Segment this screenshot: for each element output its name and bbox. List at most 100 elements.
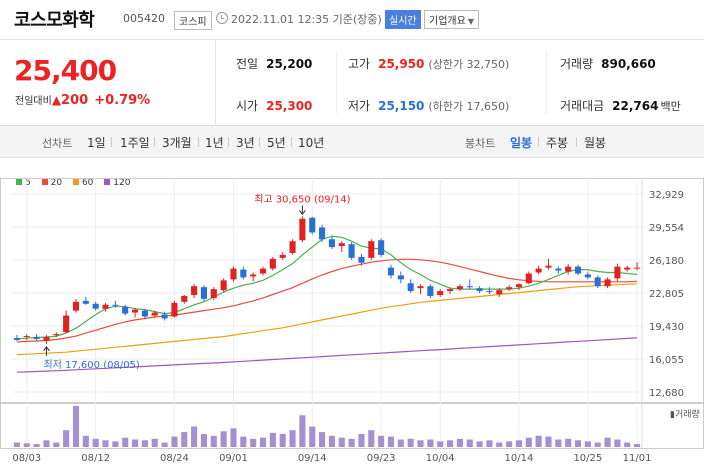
volume-bar: [72, 406, 80, 447]
y-tick-label: 32,929: [649, 190, 684, 201]
volume-bar: [604, 437, 611, 447]
legend-ma20[interactable]: 20: [41, 178, 62, 188]
candles: [13, 216, 641, 344]
candle-chart-label[interactable]: 봉차트: [465, 137, 496, 150]
volume-bar: [417, 440, 424, 447]
amount-item: 거래대금 22,764 백만: [560, 97, 681, 114]
company-overview-button[interactable]: 기업개요 ▼: [424, 10, 479, 29]
candle: [279, 254, 286, 258]
y-tick-label: 12,680: [649, 388, 684, 399]
volume-bar: [515, 440, 523, 447]
x-tick-label: 08/03: [12, 453, 41, 464]
y-tick-label: 29,554: [649, 223, 684, 234]
candle: [53, 334, 60, 336]
volume-bar: [112, 441, 119, 447]
candle: [358, 256, 365, 263]
line-chart-label[interactable]: 선차트: [42, 137, 73, 150]
volume-bar: [594, 442, 601, 447]
volume-bars: [13, 406, 641, 447]
candle: [446, 289, 454, 292]
volume-bar: [43, 440, 50, 447]
period-3y[interactable]: 3년: [236, 136, 255, 150]
candle: [181, 295, 188, 302]
volume-bar: [299, 415, 306, 447]
volume-bar: [446, 440, 454, 447]
prev-close-value: 25,200: [266, 57, 313, 71]
volume-bar: [574, 440, 582, 447]
high-value: 25,950: [378, 57, 425, 71]
candle: [141, 310, 148, 317]
period-1y[interactable]: 1년: [205, 136, 224, 150]
candle: [230, 268, 237, 280]
lower-limit: (하한가 17,650): [428, 100, 510, 113]
volume-bar: [368, 430, 375, 447]
x-tick-label: 09/01: [219, 453, 248, 464]
candle: [584, 274, 591, 278]
candle: [33, 337, 40, 340]
candle: [328, 239, 335, 248]
volume-bar: [358, 433, 365, 447]
candle: [486, 291, 493, 293]
legend-ma60[interactable]: 60: [72, 178, 93, 188]
candle: [515, 284, 523, 288]
period-5y[interactable]: 5년: [267, 136, 286, 150]
period-1w[interactable]: 1주일: [120, 136, 150, 150]
period-weekly[interactable]: 주봉: [546, 136, 569, 150]
legend-label: 120: [113, 178, 131, 188]
volume-bar: [122, 437, 129, 447]
candle: [319, 227, 326, 240]
separator: [111, 137, 112, 147]
separator: [154, 137, 155, 147]
candle: [269, 258, 276, 269]
volume-label: 거래량: [560, 57, 594, 71]
volume-bar: [545, 436, 552, 447]
prev-close-label: 전일: [236, 57, 259, 71]
volume-bar: [328, 435, 335, 447]
volume-bar: [171, 436, 178, 447]
candle: [13, 338, 20, 340]
moving-average-lines: [16, 235, 638, 373]
period-3m[interactable]: 3개월: [162, 136, 192, 150]
volume-bar: [63, 430, 70, 447]
candlestick-chart[interactable]: 32,929 29,554 26,180 22,805 19,430 16,055 12,6…: [0, 158, 704, 473]
candle: [92, 303, 99, 309]
candle: [378, 240, 385, 255]
volume-bar: [348, 438, 355, 447]
volume-bar: [250, 438, 257, 447]
volume-bar: [92, 438, 99, 447]
volume-bar: [535, 435, 542, 447]
realtime-button[interactable]: 실시간: [385, 10, 421, 29]
volume-bar: [200, 433, 208, 447]
volume-bar: [387, 436, 395, 447]
legend-swatch: [41, 179, 48, 185]
volume-bar: [338, 437, 345, 447]
candle: [63, 315, 70, 333]
candle: [210, 289, 217, 298]
candle: [259, 268, 267, 274]
candle: [72, 301, 80, 311]
low-label: 저가: [348, 99, 371, 113]
volume-bar: [151, 438, 158, 447]
candle: [250, 274, 257, 277]
volume-bar: [269, 432, 276, 447]
volume-bar: [141, 440, 148, 447]
period-1d[interactable]: 1일: [87, 136, 106, 150]
legend-ma120[interactable]: 120: [104, 178, 130, 188]
volume-bar: [378, 435, 385, 447]
separator: [259, 137, 260, 147]
period-daily[interactable]: 일봉: [510, 136, 533, 150]
separator: [538, 137, 539, 147]
volume-bar: [240, 436, 247, 447]
volume-bar: [407, 438, 414, 447]
period-monthly[interactable]: 월봉: [584, 136, 607, 150]
candle: [417, 286, 424, 289]
period-10y[interactable]: 10년: [298, 136, 325, 150]
candle: [506, 287, 513, 290]
prev-close-item: 전일 25,200: [236, 55, 312, 72]
x-tick-label: 10/04: [426, 453, 455, 464]
volume-bar: [614, 439, 621, 447]
candle: [555, 268, 562, 271]
legend-ma5[interactable]: 5: [16, 178, 31, 188]
divider: [546, 52, 547, 114]
y-tick-label: 16,055: [649, 355, 684, 366]
